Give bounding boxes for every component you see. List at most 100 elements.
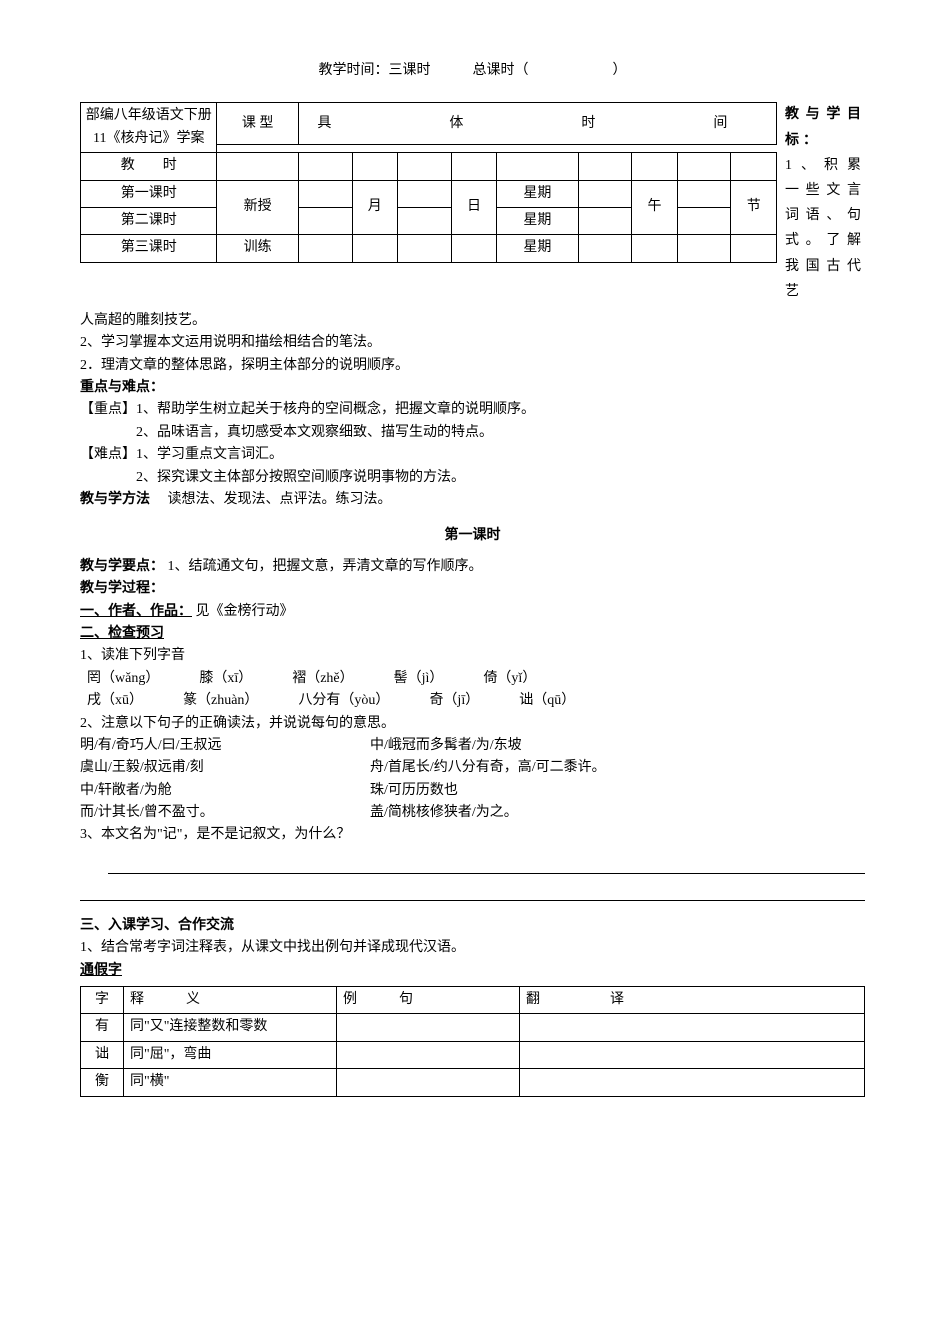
py2b: 篆（zhuàn） <box>183 690 258 712</box>
sec1-text: 见《金榜行动》 <box>196 604 294 619</box>
sec3-item1: 1、结合常考字词注释表，从课文中找出例句并译成现代汉语。 <box>80 937 865 959</box>
body-content: 人高超的雕刻技艺。 2、学习掌握本文运用说明和描绘相结合的笔法。 2．理清文章的… <box>80 310 865 1097</box>
ct-h2: 例 句 <box>337 987 520 1014</box>
type-3: 训练 <box>217 235 298 262</box>
pair3-r: 珠/可历历数也 <box>370 780 458 802</box>
type-1: 新授 <box>217 180 298 235</box>
ct-r2c0: 衡 <box>81 1069 124 1096</box>
period-1: 第一课时 <box>81 180 217 207</box>
py1c: 褶（zhě） <box>292 668 353 690</box>
points-row: 教与学要点： 1、结疏通文句，把握文意，弄清文章的写作顺序。 <box>80 556 865 578</box>
ct-h0: 字 <box>81 987 124 1014</box>
answer-line-1 <box>108 855 865 874</box>
ct-h3: 翻 译 <box>520 987 865 1014</box>
sec2-item1: 1、读准下列字音 <box>80 645 865 667</box>
points-text: 1、结疏通文句，把握文意，弄清文章的写作顺序。 <box>168 559 483 574</box>
nd1: 1、学习重点文言词汇。 <box>136 447 283 462</box>
weekday-3: 星期 <box>497 235 578 262</box>
ampm-cell: 午 <box>632 180 677 235</box>
schedule-row-1: 第一课时 新授 月 日 星期 午 节 <box>81 180 777 207</box>
weekday-1: 星期 <box>497 180 578 207</box>
ct-h1: 释 义 <box>124 987 337 1014</box>
pinyin-row-1: 罔（wǎng） 膝（xī） 褶（zhě） 髻（jì） 倚（yǐ） <box>80 668 865 690</box>
doc-header: 教学时间：三课时 总课时（ ） <box>80 60 865 82</box>
py1b: 膝（xī） <box>199 668 252 690</box>
title-cell: 部编八年级语文下册 11《核舟记》学案 <box>81 103 217 153</box>
zd-label: 【重点】 <box>80 402 136 417</box>
schedule-label-row: 教 时 <box>81 153 777 180</box>
method-label: 教与学方法 <box>80 492 150 507</box>
char-table: 字 释 义 例 句 翻 译 有 同"又"连接整数和零数 诎 同"屈"，弯曲 衡 … <box>80 986 865 1097</box>
course-type-header: 课 型 <box>217 103 298 145</box>
ct-r1c1: 同"屈"，弯曲 <box>124 1041 337 1068</box>
ct-r2c3 <box>520 1069 865 1096</box>
nd-row1: 【难点】1、学习重点文言词汇。 <box>80 444 865 466</box>
weekday-2: 星期 <box>497 207 578 234</box>
header-text: 教学时间：三课时 总课时（ ） <box>319 60 627 82</box>
schedule-table: 部编八年级语文下册 11《核舟记》学案 课 型 具 体 时 间 教 时 第一课时… <box>80 102 777 262</box>
schedule-table-wrap: 部编八年级语文下册 11《核舟记》学案 课 型 具 体 时 间 教 时 第一课时… <box>80 102 777 262</box>
ct-r0c1: 同"又"连接整数和零数 <box>124 1014 337 1041</box>
pair1-l: 明/有/奇巧人/曰/王叔远 <box>80 735 370 757</box>
period-label: 教 时 <box>81 153 217 180</box>
method-text: 读想法、发现法、点评法。练习法。 <box>168 492 392 507</box>
period-2: 第二课时 <box>81 207 217 234</box>
py1d: 髻（jì） <box>394 668 444 690</box>
zd1: 1、帮助学生树立起关于核舟的空间概念，把握文章的说明顺序。 <box>136 402 535 417</box>
detail-time-header: 具 体 时 间 <box>298 103 776 145</box>
process-label: 教与学过程： <box>80 578 865 600</box>
zd2: 2、品味语言，真切感受本文观察细致、描写生动的特点。 <box>80 422 865 444</box>
sec3-label: 三、入课学习、合作交流 <box>80 915 865 937</box>
top-layout: 部编八年级语文下册 11《核舟记》学案 课 型 具 体 时 间 教 时 第一课时… <box>80 102 865 304</box>
zdnd-label: 重点与难点： <box>80 377 865 399</box>
py2c: 八分有（yòu） <box>298 690 389 712</box>
ct-r1c2 <box>337 1041 520 1068</box>
pair3-l: 中/轩敞者/为舱 <box>80 780 370 802</box>
char-table-header: 字 释 义 例 句 翻 译 <box>81 987 865 1014</box>
nd-label: 【难点】 <box>80 447 136 462</box>
schedule-header-row: 部编八年级语文下册 11《核舟记》学案 课 型 具 体 时 间 <box>81 103 777 145</box>
ct-r1c0: 诎 <box>81 1041 124 1068</box>
ct-r2c2 <box>337 1069 520 1096</box>
py2a: 戌（xū） <box>87 690 143 712</box>
day-cell: 日 <box>451 180 496 235</box>
tongjia-label: 通假字 <box>80 960 865 982</box>
pair2: 虞山/王毅/叔远甫/刻 舟/首尾长/约八分有奇，高/可二黍许。 <box>80 757 865 779</box>
slot-cell: 节 <box>731 180 777 235</box>
month-cell: 月 <box>352 180 397 235</box>
char-row-2: 衡 同"横" <box>81 1069 865 1096</box>
char-row-0: 有 同"又"连接整数和零数 <box>81 1014 865 1041</box>
goal-cont: 人高超的雕刻技艺。 <box>80 310 865 332</box>
py2d: 奇（jī） <box>429 690 479 712</box>
goal-2: 2、学习掌握本文运用说明和描绘相结合的笔法。 <box>80 332 865 354</box>
ct-r0c0: 有 <box>81 1014 124 1041</box>
goal-3: 2．理清文章的整体思路，探明主体部分的说明顺序。 <box>80 355 865 377</box>
method-row: 教与学方法 读想法、发现法、点评法。练习法。 <box>80 489 865 511</box>
pair1: 明/有/奇巧人/曰/王叔远 中/峨冠而多髯者/为/东坡 <box>80 735 865 757</box>
points-label: 教与学要点： <box>80 559 164 574</box>
pair1-r: 中/峨冠而多髯者/为/东坡 <box>370 735 522 757</box>
detail-time-header-text: 具 体 时 间 <box>317 116 757 131</box>
sec2-label: 二、检查预习 <box>80 623 865 645</box>
period-3: 第三课时 <box>81 235 217 262</box>
pair2-l: 虞山/王毅/叔远甫/刻 <box>80 757 370 779</box>
side-goals: 教与学目标： 1、积累一些文言词语、句式。了解我国古代艺 <box>785 102 865 304</box>
schedule-row-3: 第三课时 训练 星期 <box>81 235 777 262</box>
pair4: 而/计其长/曾不盈寸。 盖/简桃核修狭者/为之。 <box>80 802 865 824</box>
nd2: 2、探究课文主体部分按照空间顺序说明事物的方法。 <box>80 467 865 489</box>
sec1-label: 一、作者、作品： <box>80 604 192 619</box>
pair3: 中/轩敞者/为舱 珠/可历历数也 <box>80 780 865 802</box>
py2e: 诎（qū） <box>519 690 575 712</box>
py1e: 倚（yǐ） <box>483 668 536 690</box>
lesson1-title: 第一课时 <box>80 525 865 547</box>
ct-r0c3 <box>520 1014 865 1041</box>
zd-row1: 【重点】1、帮助学生树立起关于核舟的空间概念，把握文章的说明顺序。 <box>80 399 865 421</box>
side-item1: 1、积累一些文言词语、句式。了解我国古代艺 <box>785 153 865 304</box>
side-heading: 教与学目标： <box>785 102 865 152</box>
pair2-r: 舟/首尾长/约八分有奇，高/可二黍许。 <box>370 757 606 779</box>
char-row-1: 诎 同"屈"，弯曲 <box>81 1041 865 1068</box>
pair4-r: 盖/简桃核修狭者/为之。 <box>370 802 518 824</box>
ct-r1c3 <box>520 1041 865 1068</box>
ct-r2c1: 同"横" <box>124 1069 337 1096</box>
pair4-l: 而/计其长/曾不盈寸。 <box>80 802 370 824</box>
